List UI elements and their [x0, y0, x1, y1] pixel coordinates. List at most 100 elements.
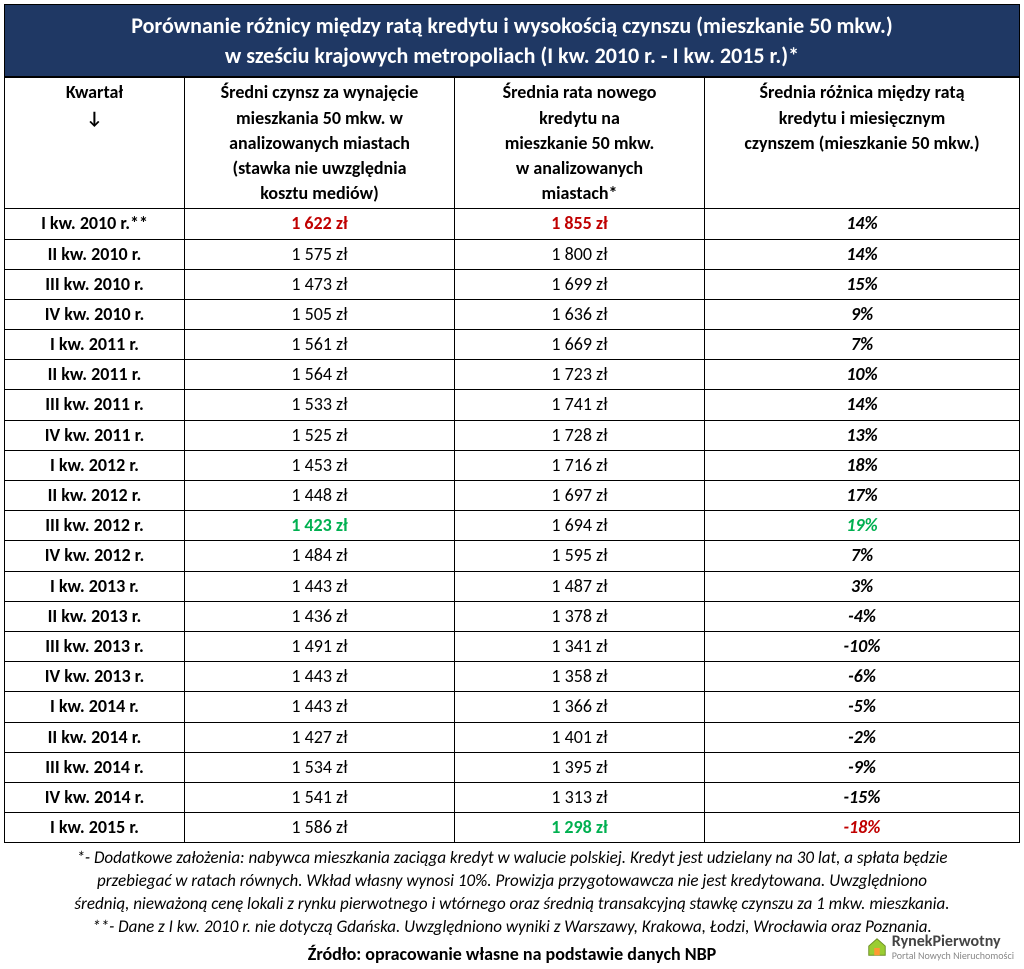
cell-diff: -9%	[705, 752, 1020, 782]
cell-rent: 1 586 zł	[185, 813, 455, 843]
cell-rent: 1 525 zł	[185, 420, 455, 450]
table-row: IV kw. 2011 r.1 525 zł1 728 zł13%	[5, 420, 1020, 450]
brand-logo: RynekPierwotny Portal Nowych Nieruchomoś…	[866, 932, 1014, 961]
table-row: III kw. 2010 r.1 473 zł1 699 zł15%	[5, 269, 1020, 299]
cell-diff: -5%	[705, 692, 1020, 722]
cell-loan: 1 723 zł	[455, 360, 705, 390]
table-row: II kw. 2011 r.1 564 zł1 723 zł10%	[5, 360, 1020, 390]
table-row: I kw. 2011 r.1 561 zł1 669 zł7%	[5, 330, 1020, 360]
cell-diff: 7%	[705, 330, 1020, 360]
cell-quarter: I kw. 2010 r.**	[5, 209, 185, 239]
table-row: IV kw. 2014 r.1 541 zł1 313 zł-15%	[5, 782, 1020, 812]
cell-quarter: IV kw. 2010 r.	[5, 299, 185, 329]
cell-loan: 1 800 zł	[455, 239, 705, 269]
table-row: III kw. 2013 r.1 491 zł1 341 zł-10%	[5, 631, 1020, 661]
comparison-table-container: Porównanie różnicy między ratą kredytu i…	[4, 4, 1020, 965]
cell-loan: 1 728 zł	[455, 420, 705, 450]
cell-rent: 1 443 zł	[185, 692, 455, 722]
table-title: Porównanie różnicy między ratą kredytu i…	[4, 4, 1020, 77]
cell-loan: 1 741 zł	[455, 390, 705, 420]
cell-loan: 1 298 zł	[455, 813, 705, 843]
cell-diff: 18%	[705, 450, 1020, 480]
cell-diff: 14%	[705, 239, 1020, 269]
cell-loan: 1 669 zł	[455, 330, 705, 360]
cell-rent: 1 473 zł	[185, 269, 455, 299]
cell-loan: 1 313 zł	[455, 782, 705, 812]
cell-rent: 1 505 zł	[185, 299, 455, 329]
cell-loan: 1 401 zł	[455, 722, 705, 752]
cell-rent: 1 533 zł	[185, 390, 455, 420]
cell-diff: 7%	[705, 541, 1020, 571]
cell-diff: 14%	[705, 390, 1020, 420]
cell-quarter: III kw. 2011 r.	[5, 390, 185, 420]
cell-rent: 1 564 zł	[185, 360, 455, 390]
cell-quarter: II kw. 2014 r.	[5, 722, 185, 752]
cell-quarter: II kw. 2012 r.	[5, 481, 185, 511]
table-row: IV kw. 2010 r.1 505 zł1 636 zł9%	[5, 299, 1020, 329]
cell-loan: 1 716 zł	[455, 450, 705, 480]
cell-rent: 1 423 zł	[185, 511, 455, 541]
cell-loan: 1 595 zł	[455, 541, 705, 571]
table-row: I kw. 2015 r.1 586 zł1 298 zł-18%	[5, 813, 1020, 843]
cell-rent: 1 575 zł	[185, 239, 455, 269]
table-row: IV kw. 2012 r.1 484 zł1 595 zł7%	[5, 541, 1020, 571]
cell-quarter: II kw. 2010 r.	[5, 239, 185, 269]
table-row: II kw. 2012 r.1 448 zł1 697 zł17%	[5, 481, 1020, 511]
cell-rent: 1 561 zł	[185, 330, 455, 360]
cell-diff: 17%	[705, 481, 1020, 511]
cell-rent: 1 541 zł	[185, 782, 455, 812]
cell-rent: 1 436 zł	[185, 601, 455, 631]
cell-loan: 1 636 zł	[455, 299, 705, 329]
cell-quarter: III kw. 2010 r.	[5, 269, 185, 299]
cell-rent: 1 534 zł	[185, 752, 455, 782]
cell-quarter: I kw. 2012 r.	[5, 450, 185, 480]
cell-diff: -4%	[705, 601, 1020, 631]
cell-loan: 1 358 zł	[455, 662, 705, 692]
table-row: III kw. 2014 r.1 534 zł1 395 zł-9%	[5, 752, 1020, 782]
cell-quarter: IV kw. 2012 r.	[5, 541, 185, 571]
header-diff: Średnia różnica między ratą kredytu i mi…	[705, 78, 1020, 209]
cell-diff: -10%	[705, 631, 1020, 661]
cell-quarter: IV kw. 2014 r.	[5, 782, 185, 812]
cell-rent: 1 448 zł	[185, 481, 455, 511]
table-body: I kw. 2010 r.**1 622 zł1 855 zł14%II kw.…	[5, 209, 1020, 843]
house-icon	[866, 936, 888, 958]
cell-diff: 9%	[705, 299, 1020, 329]
title-line-1: Porównanie różnicy między ratą kredytu i…	[131, 12, 893, 39]
header-loan: Średnia rata nowego kredytu na mieszkani…	[455, 78, 705, 209]
table-row: I kw. 2014 r.1 443 zł1 366 zł-5%	[5, 692, 1020, 722]
cell-diff: 3%	[705, 571, 1020, 601]
cell-quarter: I kw. 2013 r.	[5, 571, 185, 601]
table-row: I kw. 2010 r.**1 622 zł1 855 zł14%	[5, 209, 1020, 239]
cell-loan: 1 487 zł	[455, 571, 705, 601]
cell-loan: 1 694 zł	[455, 511, 705, 541]
table-row: II kw. 2010 r.1 575 zł1 800 zł14%	[5, 239, 1020, 269]
cell-quarter: III kw. 2014 r.	[5, 752, 185, 782]
cell-loan: 1 699 zł	[455, 269, 705, 299]
cell-diff: 15%	[705, 269, 1020, 299]
cell-loan: 1 378 zł	[455, 601, 705, 631]
logo-brand: RynekPierwotny	[892, 932, 1001, 951]
cell-diff: -15%	[705, 782, 1020, 812]
cell-diff: -2%	[705, 722, 1020, 752]
header-quarter: Kwartał ↓	[5, 78, 185, 209]
cell-loan: 1 697 zł	[455, 481, 705, 511]
cell-loan: 1 855 zł	[455, 209, 705, 239]
cell-loan: 1 395 zł	[455, 752, 705, 782]
table-row: III kw. 2012 r.1 423 zł1 694 zł19%	[5, 511, 1020, 541]
header-rent: Średni czynsz za wynajęcie mieszkania 50…	[185, 78, 455, 209]
cell-rent: 1 453 zł	[185, 450, 455, 480]
cell-quarter: I kw. 2011 r.	[5, 330, 185, 360]
table-row: IV kw. 2013 r.1 443 zł1 358 zł-6%	[5, 662, 1020, 692]
cell-quarter: I kw. 2015 r.	[5, 813, 185, 843]
cell-quarter: III kw. 2012 r.	[5, 511, 185, 541]
table-row: II kw. 2014 r.1 427 zł1 401 zł-2%	[5, 722, 1020, 752]
table-row: I kw. 2013 r.1 443 zł1 487 zł3%	[5, 571, 1020, 601]
title-line-2: w sześciu krajowych metropoliach (I kw. …	[225, 42, 799, 69]
table-row: II kw. 2013 r.1 436 zł1 378 zł-4%	[5, 601, 1020, 631]
cell-quarter: I kw. 2014 r.	[5, 692, 185, 722]
footnotes: *- Dodatkowe założenia: nabywca mieszkan…	[4, 843, 1020, 941]
cell-rent: 1 484 zł	[185, 541, 455, 571]
header-row: Kwartał ↓ Średni czynsz za wynajęcie mie…	[5, 78, 1020, 209]
table-row: I kw. 2012 r.1 453 zł1 716 zł18%	[5, 450, 1020, 480]
